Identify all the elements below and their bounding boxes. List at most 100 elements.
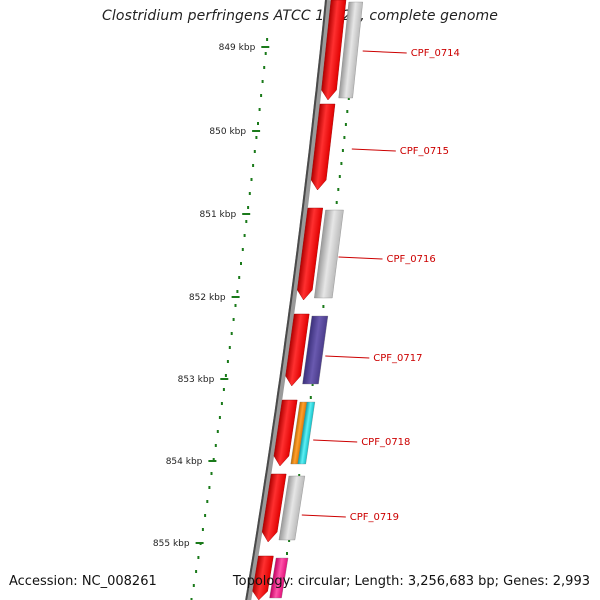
cog-category-bar [278,475,306,541]
scale-dot [210,472,213,475]
scale-dot [197,556,200,559]
gene-track-dot [340,162,343,165]
genome-backbone [245,0,331,600]
scale-dot [234,304,237,307]
gene-label[interactable]: CPF_0716 [387,254,436,265]
scale-dot [252,164,255,167]
gene-track-dot [335,201,338,204]
gene-track-dot [322,305,325,308]
scale-dot [224,374,227,377]
scale-tick [261,46,270,48]
scale-dot [212,458,215,461]
scale-dot [248,192,251,195]
gene-arrow[interactable] [320,0,347,101]
scale-dot [255,136,258,139]
scale-dot [245,220,248,223]
scale-dot [214,444,217,447]
scale-dot [257,122,259,125]
cog-category-bar [314,209,344,299]
gene-feature[interactable] [320,0,363,101]
scale-dot [218,416,221,419]
scale-tick-label: 849 kbp [219,43,256,53]
scale-dot [220,402,223,405]
scale-tick-label: 854 kbp [166,457,203,467]
scale-tick-label: 853 kbp [178,375,215,385]
scale-tick [220,378,229,380]
gene-track-dot [311,383,314,386]
gene-label[interactable]: CPF_0714 [411,48,460,59]
gene-label[interactable]: CPF_0718 [361,437,410,448]
gene-track-dot [298,474,301,477]
scale-tick-label: 855 kbp [153,539,190,549]
scale-dot [228,346,231,349]
gene-track-dot [346,110,349,113]
gene-leader-line [351,148,396,152]
gene-leader-line [301,514,346,518]
scale-dot [261,80,264,83]
scale-dot [266,38,269,41]
scale-dot [206,500,209,503]
gene-leader-line [313,439,358,443]
scale-dot [222,388,225,391]
scale-tick-label: 852 kbp [189,293,226,303]
scale-dot [208,486,211,489]
scale-tick [231,296,240,298]
scale-tick [242,213,251,215]
gene-arrow[interactable] [261,473,287,543]
gene-track-dot [341,149,344,152]
cog-category-bar [269,557,289,599]
scale-dot [226,360,229,363]
gene-feature[interactable] [284,313,329,387]
scale-dot [204,514,207,517]
gene-arrow[interactable] [272,399,298,467]
scale-dot [232,318,235,321]
gene-arrow[interactable] [296,207,324,301]
scale-dot [190,598,193,600]
scale-tick [252,130,261,132]
gene-feature[interactable] [251,555,289,600]
scale-dot [264,52,267,55]
gene-label[interactable]: CPF_0715 [400,146,449,157]
scale-dot [216,430,219,433]
gene-feature[interactable] [261,473,306,543]
scale-dot [195,570,198,573]
scale-dot [247,206,250,209]
scale-dot [250,178,253,181]
cog-category-bar [297,401,316,465]
gene-track-dot [337,188,340,191]
scale-dot [253,150,256,153]
gene-leader-line [325,355,370,359]
scale-dot [260,94,263,97]
scale-dot [238,276,241,279]
scale-tick [195,542,204,544]
gene-arrow[interactable] [251,555,274,600]
gene-feature[interactable] [296,207,344,301]
gene-leader-line [338,256,383,260]
scale-dot [230,332,233,335]
gene-track-dot [347,97,350,100]
scale-dot [192,584,195,587]
gene-label[interactable]: CPF_0719 [350,512,399,523]
gene-label[interactable]: CPF_0717 [373,353,422,364]
gene-feature[interactable] [272,399,316,467]
gene-arrow[interactable] [284,313,310,387]
accession-label: Accession: NC_008261 [9,574,157,589]
cog-category-bar [338,1,363,99]
gene-feature[interactable] [310,103,336,191]
gene-track-dot [288,539,291,542]
genome-title: Clostridium perfringens ATCC 13124, comp… [102,8,498,24]
scale-dot [258,108,261,111]
scale-dot [201,528,204,531]
gene-track-dot [309,396,312,399]
scale-dot [236,290,239,293]
scale-tick [208,460,217,462]
scale-tick-label: 850 kbp [209,127,246,137]
scale-dot [240,262,242,265]
gene-arrow[interactable] [310,103,336,191]
scale-dot [243,234,246,237]
gene-track-dot [286,552,288,555]
cog-category-bar [302,315,329,385]
genome-backbone-shadow [245,0,327,600]
gene-leader-line [362,50,407,54]
